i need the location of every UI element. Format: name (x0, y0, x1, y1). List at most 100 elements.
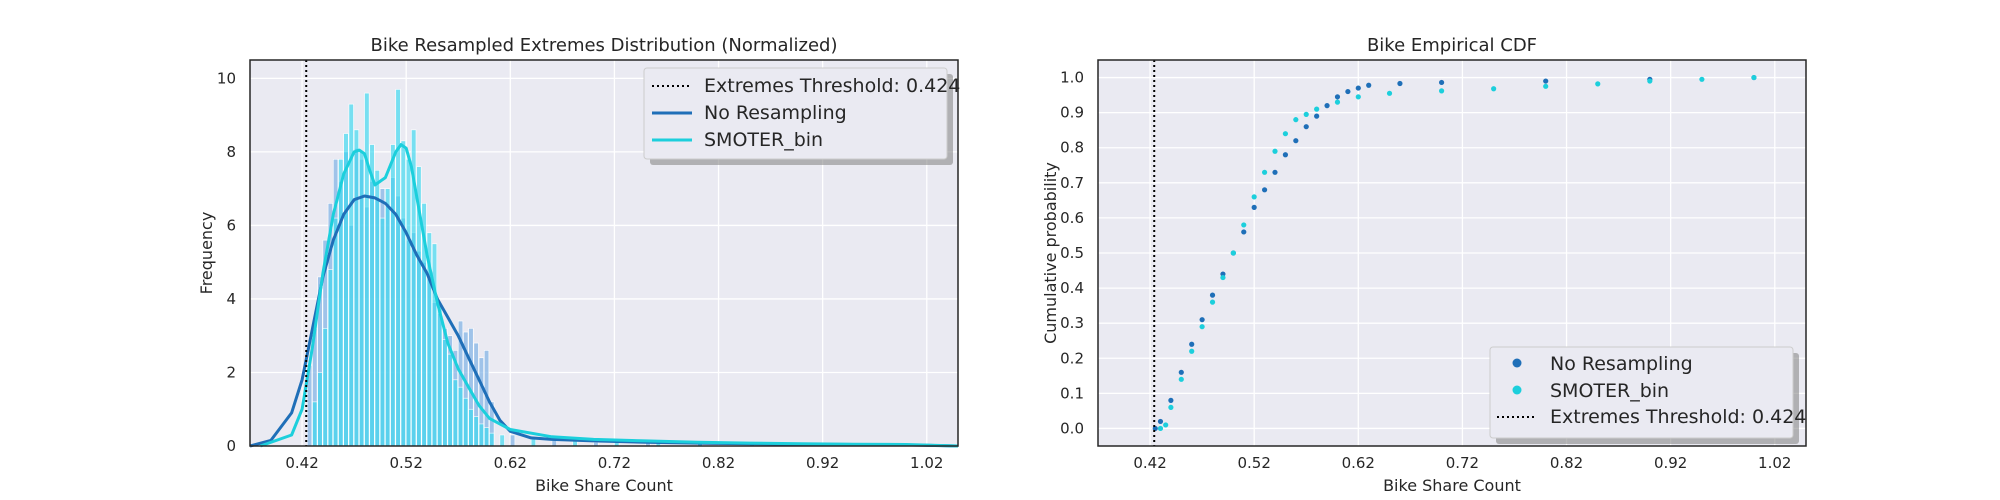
r-y-tick-label: 0.7 (1060, 174, 1084, 192)
cdf-point-no-resampling (1189, 341, 1195, 347)
right-x-axis-label: Bike Share Count (1383, 476, 1521, 495)
hist-bar-smoter-bin (379, 217, 386, 447)
cdf-point-smoter-bin (1751, 74, 1757, 81)
r-x-tick-label: 1.02 (1758, 454, 1791, 472)
l-x-tick-label: 0.92 (806, 454, 839, 472)
cdf-point-smoter-bin (1220, 274, 1226, 281)
cdf-point-no-resampling (1303, 124, 1309, 130)
cdf-point-smoter-bin (1543, 83, 1549, 89)
cdf-point-smoter-bin (1251, 194, 1257, 200)
cdf-point-smoter-bin (1303, 111, 1309, 117)
r-y-tick-label: 0.5 (1060, 244, 1084, 262)
left-legend: Extremes Threshold: 0.424 No Resampling … (643, 67, 960, 165)
left-y-ticks: 0 2 4 6 8 10 (217, 69, 236, 455)
hist-bar-smoter-bin (499, 434, 505, 447)
cdf-point-no-resampling (1199, 317, 1205, 323)
cdf-point-no-resampling (1178, 369, 1184, 375)
cdf-point-smoter-bin (1595, 81, 1601, 87)
right-cdf-points (1152, 74, 1757, 432)
cdf-point-smoter-bin (1163, 422, 1169, 428)
hist-bar-smoter-bin (442, 339, 448, 447)
hist-bar-smoter-bin (405, 158, 412, 447)
r-x-tick-label: 0.92 (1654, 454, 1687, 472)
cdf-point-no-resampling (1152, 425, 1158, 432)
right-legend-threshold-label: Extremes Threshold: 0.424 (1550, 406, 1806, 428)
right-y-axis-label: Cumulative probability (1041, 162, 1060, 344)
hist-bar-smoter-bin (353, 129, 360, 447)
cdf-point-smoter-bin (1178, 376, 1184, 382)
cdf-point-no-resampling (1261, 187, 1268, 193)
l-x-tick-label: 0.82 (702, 454, 735, 472)
cdf-point-smoter-bin (1230, 250, 1236, 256)
cdf-point-smoter-bin (1157, 425, 1164, 432)
l-x-tick-label: 1.02 (910, 454, 943, 472)
r-y-tick-label: 0.3 (1060, 314, 1084, 332)
r-y-tick-label: 0.6 (1060, 209, 1084, 227)
hist-bar-smoter-bin (452, 379, 458, 447)
cdf-point-smoter-bin (1491, 86, 1497, 92)
hist-bar-smoter-bin (364, 92, 370, 447)
right-legend-no-resampling-label: No Resampling (1550, 353, 1693, 375)
hist-bar-no-resampling (509, 434, 516, 447)
right-chart: 0.42 0.52 0.62 0.72 0.82 0.92 1.02 0.00.10.20.… (1041, 35, 1807, 495)
cdf-point-no-resampling (1324, 103, 1330, 109)
cdf-point-no-resampling (1334, 94, 1341, 100)
cdf-point-no-resampling (1355, 85, 1361, 91)
l-y-tick-label: 8 (226, 143, 236, 161)
r-x-tick-label: 0.72 (1446, 454, 1479, 472)
right-plot-frame (1097, 59, 1807, 447)
r-y-tick-label: 0.4 (1060, 279, 1084, 297)
cdf-point-no-resampling (1241, 229, 1247, 235)
cdf-point-no-resampling (1543, 78, 1549, 84)
hist-bar-smoter-bin (463, 397, 469, 447)
l-y-tick-label: 6 (226, 216, 236, 234)
cdf-point-smoter-bin (1699, 76, 1705, 82)
left-kde-lines (249, 143, 959, 448)
r-x-tick-label: 0.42 (1133, 454, 1166, 472)
cdf-point-smoter-bin (1438, 88, 1445, 94)
l-y-tick-label: 4 (226, 290, 236, 308)
hist-bar-smoter-bin (400, 140, 406, 447)
right-chart-title: Bike Empirical CDF (1367, 35, 1537, 56)
l-x-tick-label: 0.62 (494, 454, 527, 472)
cdf-point-no-resampling (1345, 88, 1351, 95)
l-y-tick-label: 2 (226, 363, 236, 381)
hist-bar-smoter-bin (312, 401, 318, 447)
r-y-tick-label: 0.8 (1060, 139, 1084, 157)
r-y-tick-label: 0.2 (1060, 349, 1084, 367)
cdf-point-smoter-bin (1647, 78, 1653, 84)
cdf-point-no-resampling (1168, 397, 1174, 403)
right-legend-smoter-bin-swatch (1512, 385, 1522, 395)
cdf-point-smoter-bin (1355, 94, 1361, 100)
cdf-point-smoter-bin (1334, 99, 1341, 105)
r-y-tick-label: 1.0 (1060, 69, 1084, 87)
right-y-ticks: 0.0 0.1 0.2 0.3 0.4 0.5 0.6 0.7 0.8 0.9 1.0 (1060, 69, 1084, 438)
r-y-tick-label: 0.9 (1060, 104, 1084, 122)
r-x-tick-label: 0.62 (1342, 454, 1375, 472)
hist-bar-smoter-bin (327, 269, 333, 447)
cdf-point-no-resampling (1438, 79, 1445, 86)
hist-bar-smoter-bin (322, 328, 328, 447)
hist-bar-smoter-bin (369, 144, 375, 447)
hist-bar-no-resampling (551, 440, 557, 447)
left-legend-smoter-bin-label: SMOTER_bin (704, 129, 823, 151)
hist-bar-smoter-bin (489, 432, 495, 447)
hist-bar-smoter-bin (338, 158, 344, 447)
right-legend-box (1489, 346, 1794, 439)
cdf-point-no-resampling (1366, 82, 1372, 88)
hist-bar-smoter-bin (395, 89, 401, 447)
right-legend: No Resampling SMOTER_bin Extremes Thresh… (1489, 346, 1806, 444)
left-x-axis-label: Bike Share Count (535, 476, 673, 495)
l-x-tick-label: 0.72 (598, 454, 631, 472)
hist-bar-smoter-bin (473, 416, 479, 447)
kde-line-smoter-bin (259, 143, 959, 448)
hist-bar-smoter-bin (332, 217, 339, 447)
left-y-axis-label: Frequency (197, 212, 216, 295)
l-x-tick-label: 0.42 (285, 454, 318, 472)
r-y-tick-label: 0.1 (1060, 384, 1084, 402)
hist-bar-smoter-bin (447, 353, 453, 447)
hist-bar-smoter-bin (468, 408, 474, 447)
cdf-point-smoter-bin (1282, 131, 1289, 137)
hist-bar-smoter-bin (483, 427, 490, 447)
